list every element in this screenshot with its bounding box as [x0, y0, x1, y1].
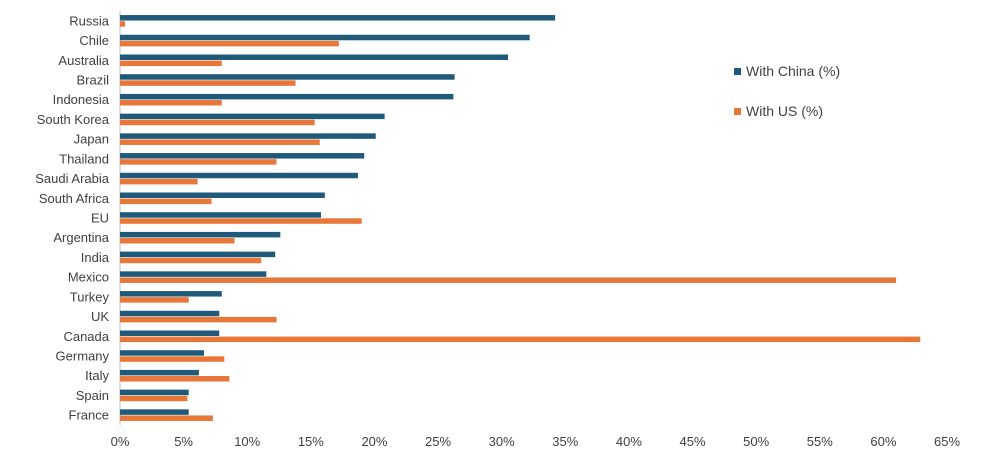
category-label: Spain [76, 388, 109, 403]
category-label: Thailand [59, 151, 109, 166]
category-label: Germany [56, 349, 110, 364]
legend-label-china: With China (%) [746, 63, 840, 79]
bar-us [120, 395, 188, 402]
bar-china [120, 212, 322, 218]
bar-china [120, 74, 455, 80]
bar-china [120, 409, 189, 415]
bar-china [120, 231, 281, 238]
legend-swatch-us [734, 108, 741, 115]
legend: With China (%) With US (%) [734, 63, 840, 119]
x-tick-label: 45% [680, 434, 706, 449]
bar-us [120, 40, 339, 47]
bar-china [120, 369, 199, 376]
x-tick-label: 50% [743, 434, 769, 449]
bar-china [120, 291, 222, 297]
bar-us [120, 80, 296, 86]
bar-us [120, 415, 213, 421]
category-label: South Korea [37, 112, 110, 127]
bar-china [120, 34, 530, 41]
x-tick-label: 30% [489, 434, 515, 449]
bar-china [120, 192, 325, 198]
category-label: Indonesia [53, 92, 110, 107]
x-tick-label: 20% [361, 434, 387, 449]
x-tick-label: 10% [234, 434, 260, 449]
bar-us [120, 297, 189, 303]
category-label: Canada [63, 329, 109, 344]
bar-china [120, 330, 220, 336]
bar-us [120, 277, 897, 283]
bar-china [120, 310, 220, 317]
category-label: Australia [58, 53, 109, 68]
category-labels: Russia Chile Australia Brazil Indonesia South… [35, 13, 110, 422]
bar-us [120, 218, 362, 224]
bar-china [120, 251, 276, 258]
category-label: Brazil [76, 73, 109, 88]
x-tick-label: 40% [616, 434, 642, 449]
category-label: India [81, 250, 110, 265]
bar-us [120, 316, 277, 323]
bar-us [120, 257, 262, 264]
bar-china [120, 172, 358, 179]
bar-china [120, 133, 376, 139]
category-label: Argentina [53, 230, 109, 245]
bar-us [120, 159, 277, 165]
bar-us [120, 119, 315, 126]
x-tick-label: 35% [552, 434, 578, 449]
bar-us [120, 356, 225, 362]
bar-us [120, 100, 222, 106]
category-label: Turkey [70, 289, 110, 304]
category-label: Chile [79, 33, 109, 48]
bar-china [120, 153, 365, 159]
bar-us [120, 376, 230, 382]
bar-china [120, 350, 204, 356]
bar-us [120, 198, 212, 205]
bar-china [120, 271, 267, 277]
legend-label-us: With US (%) [746, 103, 823, 119]
x-tick-labels: 0% 5% 10% 15% 20% 25% 30% 35% 40% 45% 50% 55% 60% 65% [111, 434, 961, 449]
bar-us [120, 139, 320, 145]
category-label: Italy [85, 368, 109, 383]
x-tick-label: 15% [298, 434, 324, 449]
bar-us [120, 21, 126, 27]
bar-china [120, 113, 385, 120]
category-label: South Africa [39, 191, 110, 206]
category-label: Japan [74, 132, 109, 147]
bar-us [120, 336, 921, 343]
category-label: EU [91, 211, 109, 226]
category-label: Mexico [68, 270, 109, 285]
x-tick-label: 60% [870, 434, 896, 449]
bar-china [120, 15, 556, 21]
bar-us [120, 178, 198, 185]
bar-china [120, 93, 454, 100]
bars-group [120, 15, 921, 421]
legend-swatch-china [734, 68, 741, 75]
x-tick-label: 55% [807, 434, 833, 449]
bar-us [120, 60, 222, 67]
bar-us [120, 238, 235, 244]
category-label: France [69, 408, 109, 423]
category-label: Russia [69, 13, 110, 28]
bar-china [120, 389, 189, 396]
x-tick-label: 25% [425, 434, 451, 449]
bar-china [120, 54, 509, 60]
x-tick-label: 5% [174, 434, 193, 449]
category-label: UK [91, 309, 109, 324]
x-tick-label: 65% [934, 434, 960, 449]
x-tick-label: 0% [111, 434, 130, 449]
category-label: Saudi Arabia [35, 171, 109, 186]
